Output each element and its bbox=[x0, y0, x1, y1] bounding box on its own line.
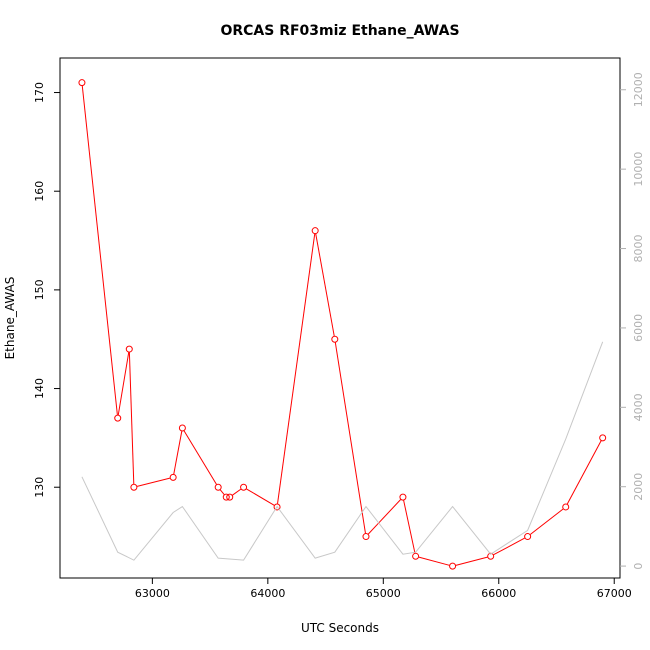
data-point bbox=[169, 473, 177, 481]
series-segment bbox=[81, 85, 118, 415]
series-segment bbox=[277, 233, 316, 504]
data-point bbox=[412, 552, 420, 560]
y2-tick-label: 8000 bbox=[632, 235, 645, 263]
data-point bbox=[524, 533, 532, 541]
chart-title: ORCAS RF03miz Ethane_AWAS bbox=[220, 23, 459, 39]
series-segment bbox=[315, 233, 335, 337]
y2-tick-label: 6000 bbox=[632, 314, 645, 342]
series-segment bbox=[493, 537, 525, 556]
series-segment bbox=[455, 556, 488, 566]
y-tick-label: 150 bbox=[33, 279, 46, 300]
series-segment bbox=[367, 499, 402, 535]
data-point bbox=[178, 424, 186, 432]
data-point bbox=[240, 483, 248, 491]
series-segment bbox=[334, 342, 366, 534]
y-axis-label: Ethane_AWAS bbox=[3, 277, 17, 360]
y2-tick-label: 2000 bbox=[632, 473, 645, 501]
series-segment bbox=[418, 556, 450, 566]
y-axis-right: 0 2000 4000 6000 8000 10000 12000 bbox=[620, 72, 645, 570]
series-segment bbox=[183, 430, 217, 485]
data-point bbox=[222, 493, 230, 501]
series-segment bbox=[219, 489, 225, 495]
series-segment bbox=[173, 431, 183, 475]
series-segment bbox=[128, 352, 135, 484]
series-right bbox=[81, 341, 604, 561]
plot-frame bbox=[59, 57, 621, 579]
data-point bbox=[562, 503, 570, 511]
series-segment bbox=[136, 477, 171, 487]
series-line bbox=[81, 341, 604, 561]
series-segment bbox=[403, 500, 416, 554]
y-axis-left: 130 140 150 160 170 bbox=[33, 82, 60, 498]
y2-tick-label: 0 bbox=[632, 563, 645, 570]
series-segment bbox=[566, 440, 602, 505]
data-point bbox=[125, 345, 133, 353]
y-tick-label: 140 bbox=[33, 378, 46, 399]
y-tick-label: 170 bbox=[33, 82, 46, 103]
data-point bbox=[214, 483, 222, 491]
series-left bbox=[78, 79, 607, 570]
y2-tick-label: 12000 bbox=[632, 72, 645, 107]
x-tick-label: 66000 bbox=[481, 587, 516, 600]
data-point bbox=[599, 434, 607, 442]
series-segment bbox=[529, 508, 564, 535]
data-point bbox=[78, 79, 86, 87]
data-point bbox=[130, 483, 138, 491]
series-layer bbox=[78, 79, 607, 570]
data-point bbox=[399, 493, 407, 501]
x-tick-label: 65000 bbox=[366, 587, 401, 600]
x-tick-label: 64000 bbox=[250, 587, 285, 600]
data-point bbox=[311, 227, 319, 235]
data-point bbox=[362, 533, 370, 541]
data-point bbox=[449, 562, 457, 570]
series-segment bbox=[232, 488, 242, 496]
x-axis: 63000 64000 65000 66000 67000 bbox=[135, 578, 632, 600]
data-point bbox=[487, 552, 495, 560]
y-tick-label: 160 bbox=[33, 181, 46, 202]
y-tick-label: 130 bbox=[33, 477, 46, 498]
series-segment bbox=[117, 352, 130, 415]
series-segment bbox=[246, 488, 275, 506]
x-tick-label: 67000 bbox=[597, 587, 632, 600]
data-point bbox=[114, 414, 122, 422]
x-tick-label: 63000 bbox=[135, 587, 170, 600]
data-point bbox=[226, 493, 234, 501]
y2-tick-label: 4000 bbox=[632, 393, 645, 421]
y2-tick-label: 10000 bbox=[632, 152, 645, 187]
data-point bbox=[273, 503, 281, 511]
plot-border bbox=[59, 57, 621, 579]
x-axis-label: UTC Seconds bbox=[301, 621, 379, 635]
data-point bbox=[331, 335, 339, 343]
